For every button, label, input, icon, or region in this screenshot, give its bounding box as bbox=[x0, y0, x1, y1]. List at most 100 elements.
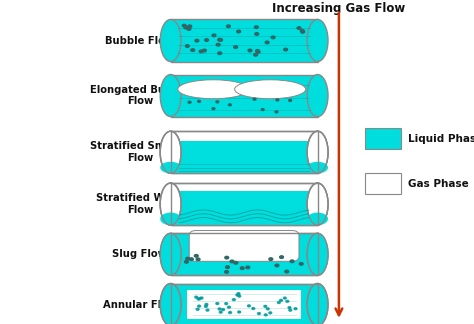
Ellipse shape bbox=[307, 233, 328, 275]
Circle shape bbox=[269, 258, 273, 260]
Bar bbox=[171, 131, 318, 173]
Bar bbox=[171, 191, 318, 225]
Circle shape bbox=[280, 256, 283, 259]
Ellipse shape bbox=[235, 80, 306, 99]
Ellipse shape bbox=[307, 183, 328, 225]
Circle shape bbox=[195, 296, 198, 298]
Circle shape bbox=[194, 255, 198, 257]
Circle shape bbox=[255, 26, 258, 29]
Bar bbox=[171, 284, 318, 324]
Text: Stratified Smooth
Flow: Stratified Smooth Flow bbox=[90, 142, 190, 163]
Circle shape bbox=[237, 30, 240, 33]
Circle shape bbox=[222, 308, 225, 310]
Bar bbox=[365, 128, 401, 149]
Circle shape bbox=[226, 266, 229, 268]
Ellipse shape bbox=[307, 284, 328, 324]
Ellipse shape bbox=[160, 183, 181, 225]
Circle shape bbox=[205, 39, 209, 41]
Bar bbox=[171, 233, 318, 275]
Circle shape bbox=[237, 293, 240, 295]
Circle shape bbox=[228, 312, 231, 314]
Bar bbox=[171, 183, 318, 225]
Circle shape bbox=[225, 303, 228, 305]
Bar bbox=[187, 290, 301, 319]
Circle shape bbox=[289, 309, 292, 311]
Circle shape bbox=[187, 28, 191, 30]
Circle shape bbox=[255, 50, 259, 52]
Circle shape bbox=[265, 41, 269, 44]
Circle shape bbox=[218, 308, 221, 310]
Circle shape bbox=[225, 271, 228, 273]
Circle shape bbox=[225, 256, 228, 259]
Text: Bubble Flow: Bubble Flow bbox=[105, 36, 174, 45]
Circle shape bbox=[228, 306, 230, 308]
Circle shape bbox=[285, 270, 289, 273]
Circle shape bbox=[190, 258, 193, 260]
Ellipse shape bbox=[307, 75, 328, 117]
Circle shape bbox=[206, 309, 209, 311]
Bar bbox=[171, 233, 318, 275]
Circle shape bbox=[204, 306, 207, 307]
Circle shape bbox=[283, 297, 286, 299]
Circle shape bbox=[232, 299, 235, 301]
Ellipse shape bbox=[160, 284, 181, 324]
Ellipse shape bbox=[160, 19, 181, 62]
Circle shape bbox=[196, 308, 199, 310]
Bar bbox=[171, 19, 318, 62]
Text: Stratified Wavy
Flow: Stratified Wavy Flow bbox=[96, 193, 184, 215]
Ellipse shape bbox=[307, 233, 328, 275]
Circle shape bbox=[184, 26, 188, 29]
Circle shape bbox=[288, 307, 291, 308]
Text: Gas Phase: Gas Phase bbox=[408, 179, 468, 189]
Bar bbox=[171, 131, 318, 173]
Circle shape bbox=[186, 257, 190, 260]
Text: Increasing Gas Flow: Increasing Gas Flow bbox=[272, 2, 406, 15]
Circle shape bbox=[199, 50, 203, 53]
Circle shape bbox=[185, 45, 189, 47]
Circle shape bbox=[218, 39, 221, 41]
Circle shape bbox=[198, 100, 201, 102]
Ellipse shape bbox=[160, 162, 181, 173]
Circle shape bbox=[234, 46, 237, 48]
Circle shape bbox=[219, 39, 222, 41]
Circle shape bbox=[184, 260, 188, 263]
Circle shape bbox=[234, 261, 238, 264]
Circle shape bbox=[198, 305, 201, 307]
Circle shape bbox=[261, 109, 264, 110]
Ellipse shape bbox=[307, 213, 328, 225]
Circle shape bbox=[228, 104, 231, 106]
Circle shape bbox=[275, 111, 278, 113]
Circle shape bbox=[252, 307, 255, 309]
Circle shape bbox=[289, 99, 292, 101]
Circle shape bbox=[212, 34, 216, 37]
Circle shape bbox=[227, 25, 230, 28]
Circle shape bbox=[202, 49, 206, 52]
Circle shape bbox=[246, 266, 250, 269]
Circle shape bbox=[269, 312, 272, 314]
Circle shape bbox=[264, 314, 267, 316]
Bar bbox=[171, 75, 318, 117]
Circle shape bbox=[218, 52, 222, 54]
Circle shape bbox=[197, 298, 200, 300]
Circle shape bbox=[284, 48, 288, 51]
Circle shape bbox=[196, 258, 200, 260]
Circle shape bbox=[188, 25, 191, 28]
Circle shape bbox=[198, 298, 201, 300]
Circle shape bbox=[264, 305, 267, 307]
Text: Annular Flow: Annular Flow bbox=[103, 300, 177, 309]
Bar bbox=[171, 141, 318, 173]
Circle shape bbox=[299, 262, 303, 265]
Ellipse shape bbox=[307, 162, 328, 173]
Circle shape bbox=[301, 29, 304, 32]
Text: Slug Flow: Slug Flow bbox=[112, 249, 167, 259]
Circle shape bbox=[277, 302, 280, 304]
Circle shape bbox=[248, 49, 252, 52]
Circle shape bbox=[290, 260, 294, 262]
Circle shape bbox=[216, 43, 220, 46]
Circle shape bbox=[297, 27, 301, 29]
Circle shape bbox=[236, 294, 239, 296]
Circle shape bbox=[195, 39, 199, 42]
Circle shape bbox=[238, 295, 241, 297]
Text: Liquid Phase: Liquid Phase bbox=[408, 133, 474, 144]
Ellipse shape bbox=[307, 19, 328, 62]
